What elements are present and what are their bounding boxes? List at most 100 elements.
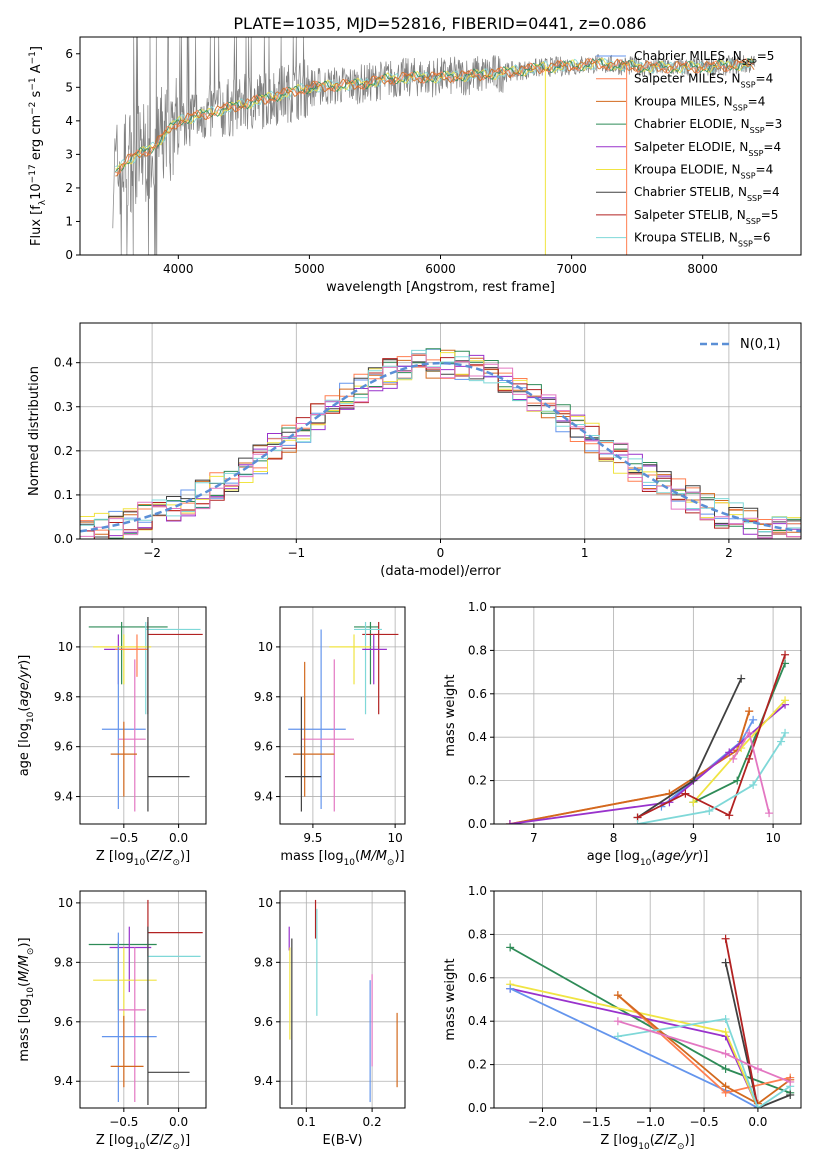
figure-title: PLATE=1035, MJD=52816, FIBERID=0441, z=0… xyxy=(233,14,646,33)
y-tick-label: 9.4 xyxy=(54,1074,73,1088)
label-part: ( xyxy=(17,707,32,712)
x-tick-label: −2.0 xyxy=(528,1115,557,1129)
x-tick-label: 0.0 xyxy=(748,1115,767,1129)
legend-n: =4 xyxy=(763,140,781,154)
series-line xyxy=(509,987,759,1108)
legend-sub: SSP xyxy=(748,148,763,157)
label-part: erg cm xyxy=(29,115,44,164)
label-part: age [log xyxy=(17,723,32,776)
legend-entry: Kroupa STELIB, NSSP=6 xyxy=(634,231,771,249)
spectrum-axes: 4000 5000 6000 7000 8000 0 1 2 3 4 5 6 Chabrier MILE… xyxy=(28,36,802,295)
x-axis-label: age [log10(age/yr)] xyxy=(587,849,709,868)
label-part: Z xyxy=(149,849,160,864)
y-tick-label: 3 xyxy=(65,147,73,161)
mass_vs_ebv-axes: 0.1 0.2 9.4 9.6 9.8 10 E(B-V) xyxy=(254,890,406,1148)
model-line xyxy=(115,57,755,175)
label-part: s xyxy=(29,90,44,101)
mass_weight_vs_Z-plot xyxy=(506,934,795,1108)
legend-text: Salpeter STELIB, N xyxy=(634,208,746,222)
x-tick-label: −2 xyxy=(143,546,161,560)
y-axis-label: age [log10(age/yr)] xyxy=(17,655,36,777)
label-part: Z xyxy=(163,849,174,864)
spectrum-plot xyxy=(112,37,756,255)
y-tick-label: 0.0 xyxy=(468,817,487,831)
legend-n: =4 xyxy=(756,72,774,86)
axes-frame xyxy=(79,322,802,540)
y-tick-label: 1 xyxy=(65,214,73,228)
legend-text: Chabrier STELIB, N xyxy=(634,185,747,199)
label-part: 10 xyxy=(640,858,652,868)
y-tick-label: 9.6 xyxy=(54,1015,73,1029)
label-part: ⊙ xyxy=(172,1142,180,1152)
legend-text: Kroupa MILES, N xyxy=(634,94,733,108)
axes-frame xyxy=(493,890,802,1109)
label-part: ⊙ xyxy=(677,1142,685,1152)
x-tick-label: 7000 xyxy=(556,262,587,276)
label-part: )] xyxy=(685,1133,695,1148)
mass_vs_ebv-plot xyxy=(288,899,398,1106)
legend-entry: Chabrier ELODIE, NSSP=3 xyxy=(634,117,782,135)
age_vs_mass-plot xyxy=(284,621,399,812)
y-tick-label: 2 xyxy=(65,181,73,195)
label-part: −1 xyxy=(28,77,38,90)
legend-entry: Salpeter STELIB, NSSP=5 xyxy=(634,208,778,226)
series-line xyxy=(617,1017,791,1108)
y-tick-label: 0.4 xyxy=(54,356,73,370)
y-tick-label: 6 xyxy=(65,47,73,61)
x-axis-label: E(B-V) xyxy=(322,1133,362,1148)
label-part: age [log xyxy=(587,849,640,864)
legend-text: Salpeter ELODIE, N xyxy=(634,140,748,154)
label-part: ( xyxy=(17,982,32,987)
x-axis-label: Z [log10(Z/Z⊙)] xyxy=(600,1133,694,1152)
legend-n: =3 xyxy=(765,117,783,131)
legend-n: =5 xyxy=(761,208,779,222)
y-tick-label: 9.4 xyxy=(254,790,273,804)
series-line xyxy=(509,710,751,824)
axes-frame xyxy=(279,890,406,1109)
label-part: ( xyxy=(145,849,150,864)
model-line xyxy=(115,58,755,177)
y-tick-label: 10 xyxy=(58,640,73,654)
label-part: ⊙ xyxy=(26,948,36,956)
legend-entry: N(0,1) xyxy=(740,337,781,352)
label-part: 10 xyxy=(638,1142,650,1152)
legend-sub: SSP xyxy=(738,239,753,248)
x-tick-label: 0.0 xyxy=(169,1115,188,1129)
x-tick-label: 2 xyxy=(725,546,733,560)
label-part: Z [log xyxy=(96,1133,134,1148)
legend-entry: Salpeter MILES, NSSP=4 xyxy=(634,72,773,90)
residuals-axes: −2 −1 0 1 2 0.0 0.1 0.2 0.3 0.4 N(0,1) (data-model)… xyxy=(27,322,802,579)
y-tick-label: 9.4 xyxy=(254,1074,273,1088)
label-part: λ xyxy=(38,199,48,205)
label-part: ⊙ xyxy=(387,858,395,868)
x-tick-label: 6000 xyxy=(425,262,456,276)
legend-entry: Salpeter ELODIE, NSSP=4 xyxy=(634,140,781,158)
legend-sub: SSP xyxy=(750,126,765,135)
y-tick-label: 9.8 xyxy=(54,955,73,969)
label-part: Z xyxy=(163,1133,174,1148)
x-tick-label: 9 xyxy=(690,831,698,845)
legend-entry: Kroupa ELODIE, NSSP=4 xyxy=(634,163,773,181)
x-tick-label: 0.2 xyxy=(363,1115,382,1129)
legend-entry: Kroupa MILES, NSSP=4 xyxy=(634,94,765,112)
x-tick-label: 0 xyxy=(437,546,445,560)
label-part: ( xyxy=(651,849,656,864)
y-tick-label: 9.6 xyxy=(54,740,73,754)
y-tick-label: 0.2 xyxy=(54,444,73,458)
y-tick-label: 5 xyxy=(65,80,73,94)
legend-n: =5 xyxy=(757,49,775,63)
legend-n: =6 xyxy=(753,231,771,245)
y-axis-label: mass weight xyxy=(443,674,458,756)
x-tick-label: 9.5 xyxy=(303,831,322,845)
label-part: / xyxy=(664,1133,669,1148)
y-tick-label: 0.2 xyxy=(468,1058,487,1072)
legend-text: Chabrier ELODIE, N xyxy=(634,117,750,131)
x-tick-label: −1 xyxy=(287,546,305,560)
legend-sub: SSP xyxy=(733,103,748,112)
residuals-plot xyxy=(80,348,801,539)
legend-entry: Chabrier STELIB, NSSP=4 xyxy=(634,185,780,203)
x-tick-label: 0.1 xyxy=(297,1115,316,1129)
x-tick-label: 10 xyxy=(387,831,402,845)
label-part: ( xyxy=(145,1133,150,1148)
